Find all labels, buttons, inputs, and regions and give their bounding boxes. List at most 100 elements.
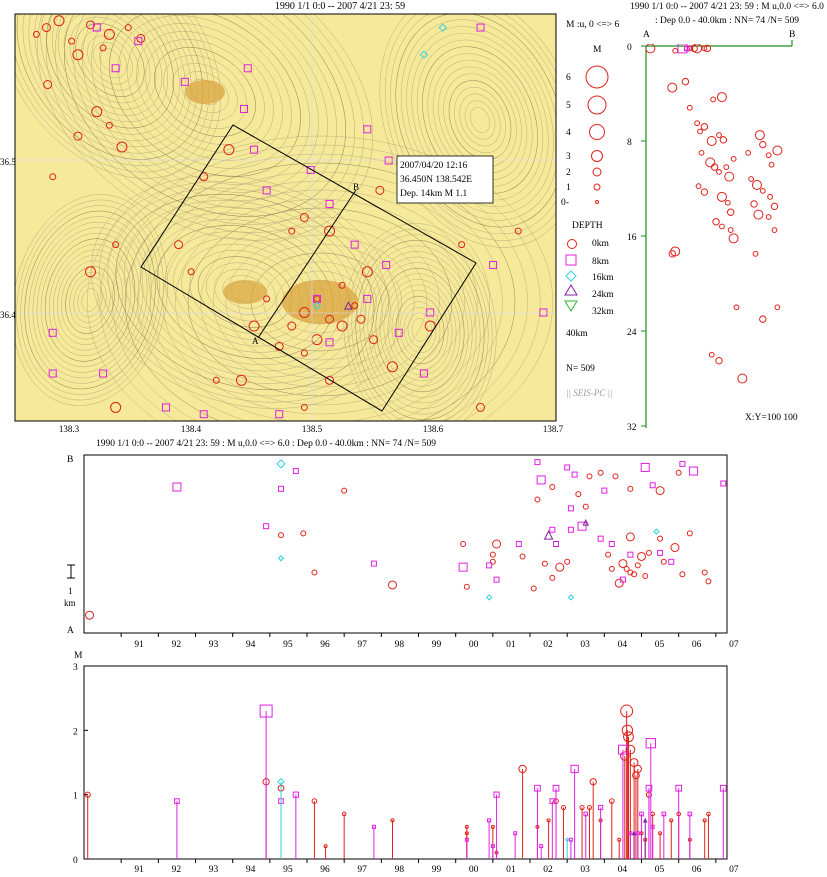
mt-panel-year-label-03: 03 <box>580 865 590 874</box>
cross-section-box <box>140 124 477 412</box>
map-event-0km <box>112 241 120 249</box>
time-panel-event-0km <box>463 583 470 590</box>
contour-line <box>403 307 437 353</box>
time-panel-event-0km <box>627 485 634 492</box>
contour-line <box>91 14 319 193</box>
contour-line <box>28 14 192 148</box>
contour-line <box>57 14 163 116</box>
cross-section-event-0km <box>737 373 748 384</box>
map-event-8km <box>134 37 143 46</box>
map-event-0km <box>300 403 308 411</box>
time-panel-event-8km <box>277 485 284 492</box>
contour-line <box>399 301 441 359</box>
time-panel-event-0km <box>679 571 686 578</box>
mt-panel-m-label: M <box>74 651 83 661</box>
map-event-8km <box>48 328 57 337</box>
popup-line-1: 2007/04/20 12:16 <box>400 161 468 171</box>
mt-panel-event-0km <box>464 824 469 829</box>
contour-line <box>427 53 533 187</box>
map-event-0km <box>99 44 107 52</box>
legend-depth-16km-diamond-icon <box>565 270 577 282</box>
time-panel-event-8km <box>536 475 546 485</box>
cross-section-label-a: A <box>643 30 650 40</box>
event-popup[interactable]: 2007/04/20 12:16 36.450N 138.542E Dep. 1… <box>396 155 494 204</box>
mt-panel-event-0km <box>658 831 663 836</box>
section-label-a: A <box>252 336 259 346</box>
cross-section-depth-tick-8: 8 <box>627 138 632 148</box>
mt-panel-events <box>84 704 727 859</box>
map-event-0km <box>124 24 132 32</box>
cross-section-depth-tick-16: 16 <box>627 233 637 243</box>
cross-section-event-0km <box>748 176 755 182</box>
contour-line <box>34 14 186 141</box>
cross-section-event-0km <box>701 45 708 52</box>
cross-section-event-0km <box>708 351 715 358</box>
time-panel-event-0km <box>660 558 667 565</box>
map-event-24km <box>344 301 353 310</box>
time-panel-event-0km <box>686 530 693 537</box>
time-panel-event-0km <box>655 486 665 496</box>
time-panel-event-0km <box>549 484 556 491</box>
contour-line <box>123 200 367 384</box>
mt-panel-event-8km <box>570 764 579 774</box>
mt-panel-event-8km <box>635 831 640 836</box>
mt-panel-event-8km <box>487 818 492 823</box>
map-event-16km <box>312 301 322 310</box>
map-event-0km <box>72 49 84 61</box>
legend-depth-32km: 32km <box>592 307 614 317</box>
contour-line <box>263 261 377 343</box>
mt-panel-event-0km <box>311 798 318 804</box>
legend-mag-label-3: 3 <box>566 152 571 162</box>
map-event-8km <box>48 369 57 378</box>
lon-tick-138-5: 138.5 <box>302 424 323 434</box>
time-panel-event-24km <box>543 529 554 540</box>
time-panel-year-label-94: 94 <box>246 640 256 650</box>
contour-line <box>100 14 310 185</box>
contour-line <box>81 29 139 91</box>
mt-panel-frame <box>83 665 728 860</box>
mt-panel-event-0km <box>586 804 593 811</box>
map-event-8km <box>250 145 259 154</box>
map-event-0km <box>174 240 184 250</box>
contour-line <box>145 39 265 145</box>
cross-section-event-0km <box>716 191 727 202</box>
mt-panel-event-8km <box>534 784 541 792</box>
map-event-0km <box>235 374 247 386</box>
time-panel-year-label-97: 97 <box>357 640 367 650</box>
cross-section-event-0km <box>752 250 759 257</box>
mt-panel-event-0km <box>620 704 634 718</box>
map-event-8km <box>99 369 108 378</box>
cross-section-event-0km <box>710 163 719 171</box>
mt-panel-event-24km <box>631 830 637 836</box>
mt-panel-event-8km <box>371 824 376 829</box>
map-event-0km <box>300 349 308 357</box>
map-event-0km <box>84 266 96 278</box>
cross-section-event-0km <box>772 145 783 156</box>
time-panel-title: 1990 1/1 0:0 -- 2007 4/21 23: 59 : M u,0… <box>96 439 436 449</box>
mt-panel-event-0km <box>608 798 615 804</box>
cross-section-event-0km <box>765 152 772 159</box>
contour-line <box>99 181 391 403</box>
contour-line <box>87 35 133 85</box>
mt-panel-m-tick-0: 0 <box>73 856 78 866</box>
contour-line <box>44 238 136 362</box>
time-panel-year-label-95: 95 <box>283 640 293 650</box>
time-panel-event-0km <box>575 491 582 498</box>
legend-mag-symbol-6 <box>585 65 609 89</box>
cross-section-event-0km <box>765 214 772 220</box>
mt-panel-year-label-98: 98 <box>395 865 405 874</box>
mt-panel-event-16km <box>564 837 570 842</box>
map-title: 1990 1/1 0:0 -- 2007 4/21 23: 59 <box>275 1 405 12</box>
time-panel-year-label-98: 98 <box>395 640 405 650</box>
legend-mag-label-1: 1 <box>566 183 571 193</box>
contour-line <box>187 207 453 397</box>
mt-panel-year-label-02: 02 <box>543 865 553 874</box>
time-panel-event-8km <box>567 526 574 533</box>
cross-section-event-0km <box>715 356 723 365</box>
contour-line <box>73 277 107 323</box>
time-panel-km-scale <box>67 564 75 579</box>
mt-panel-event-8km <box>618 744 628 755</box>
mt-panel-event-8km <box>464 837 469 842</box>
mountain-summit-north <box>185 80 225 104</box>
